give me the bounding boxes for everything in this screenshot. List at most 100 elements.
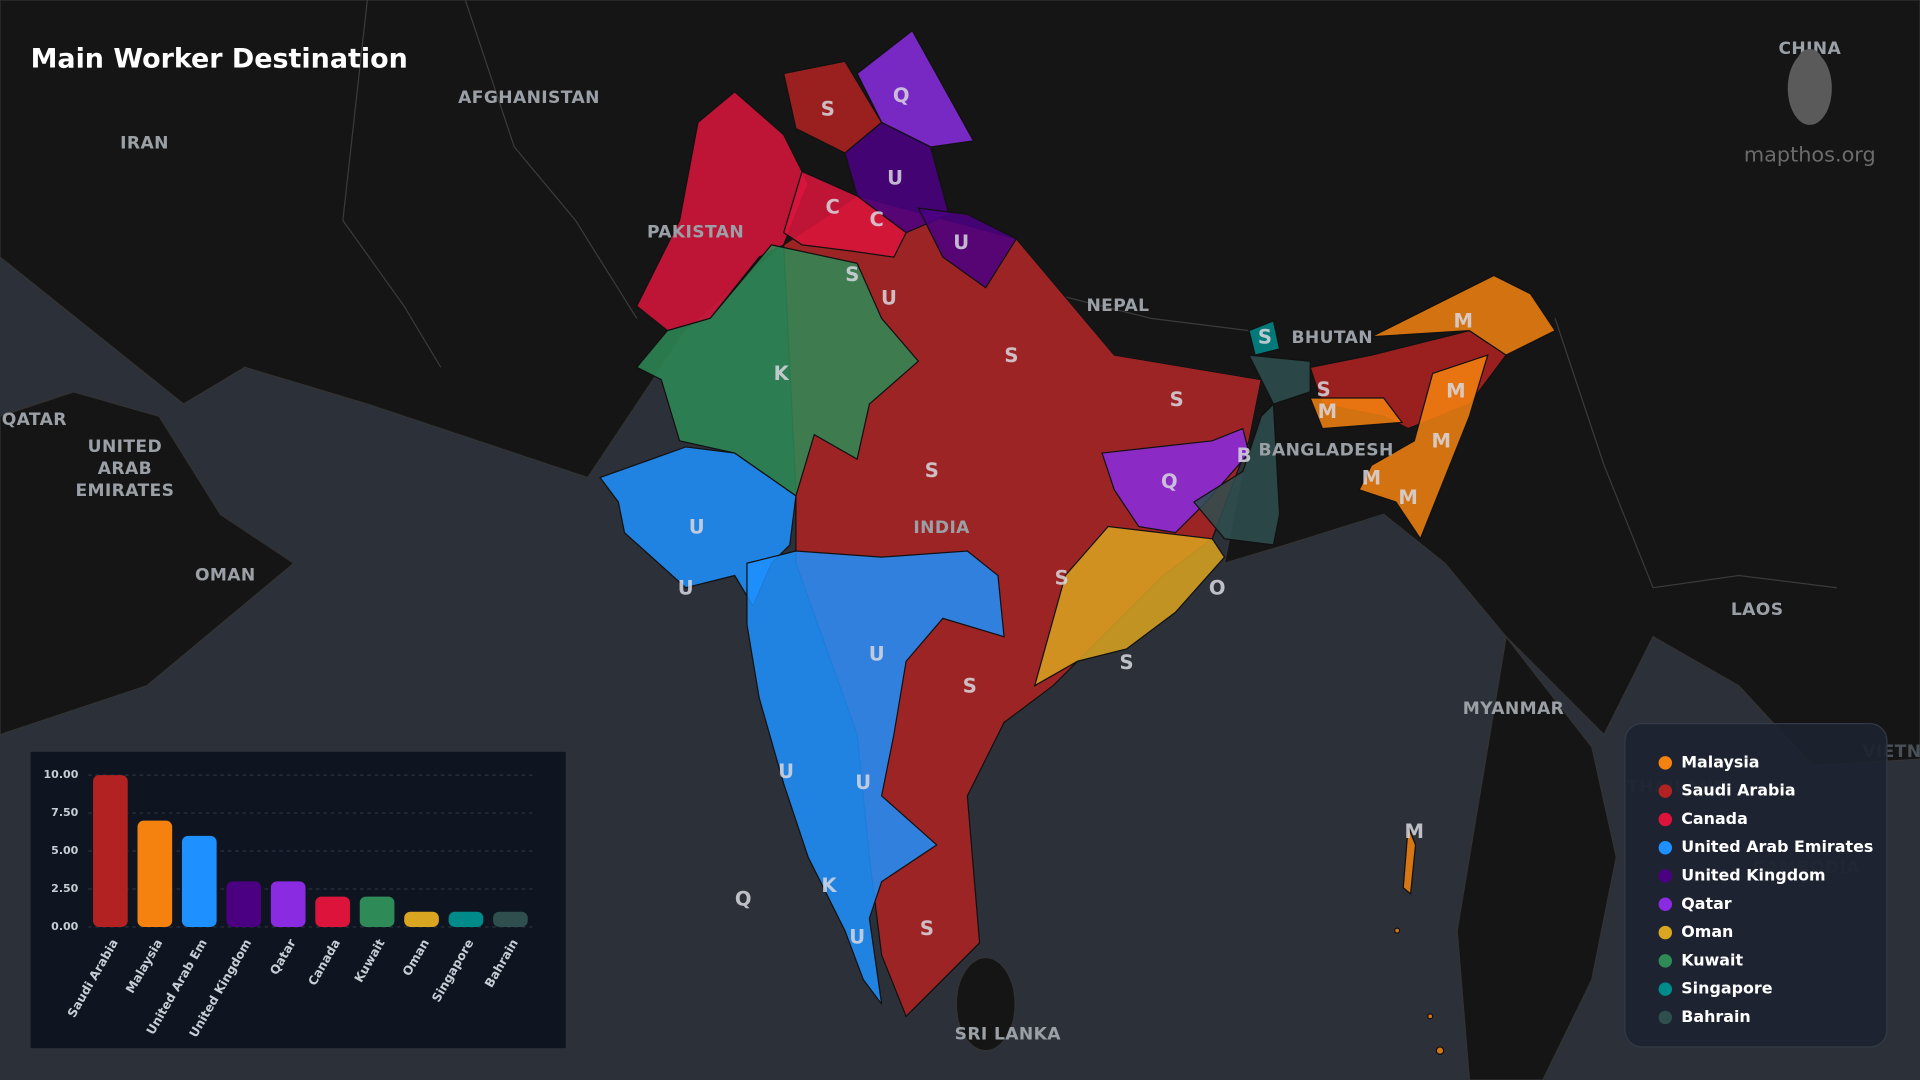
border bbox=[1052, 293, 1250, 332]
country-label: NEPAL bbox=[1086, 296, 1149, 316]
region-label: S bbox=[1170, 388, 1184, 411]
legend-label: Malaysia bbox=[1681, 752, 1759, 771]
border bbox=[464, 0, 638, 319]
region-label: U bbox=[678, 576, 694, 599]
region-label: U bbox=[869, 643, 885, 666]
legend-swatch bbox=[1658, 925, 1673, 940]
region bbox=[1247, 354, 1311, 405]
bar bbox=[137, 820, 173, 927]
y-tick-label: 5.00 bbox=[51, 844, 79, 857]
region bbox=[1427, 1013, 1434, 1020]
region-label: U bbox=[849, 925, 865, 948]
region bbox=[1394, 927, 1401, 934]
labels: AFGHANISTAN IRAN PAKISTAN NEPAL BHUTAN BANGLA… bbox=[2, 39, 1920, 1045]
legend-swatch bbox=[1658, 784, 1673, 798]
region-label: M bbox=[1398, 486, 1417, 509]
regions bbox=[599, 29, 1556, 1055]
y-tick-label: 10.00 bbox=[44, 768, 79, 781]
y-tick-label: 7.50 bbox=[51, 806, 79, 819]
legend-swatch bbox=[1658, 812, 1673, 827]
bar bbox=[93, 775, 128, 927]
country-label: AFGHANISTAN bbox=[458, 88, 600, 108]
legend bbox=[1624, 723, 1888, 1048]
region-label: Q bbox=[1161, 470, 1178, 493]
region-label: S bbox=[963, 674, 977, 697]
country-label: EMIRATES bbox=[75, 481, 174, 501]
legend-swatch bbox=[1658, 869, 1673, 883]
legend-label: United Arab Emirates bbox=[1681, 837, 1873, 856]
region-label: S bbox=[845, 263, 859, 286]
region-label: M bbox=[1454, 310, 1473, 333]
region-label: S bbox=[821, 98, 835, 121]
region-label: U bbox=[953, 231, 969, 254]
region-label: Q bbox=[735, 888, 752, 911]
region-label: U bbox=[881, 286, 897, 309]
legend-label: Qatar bbox=[1681, 894, 1732, 913]
region bbox=[1033, 525, 1226, 687]
region bbox=[1192, 402, 1281, 546]
region-label: S bbox=[1055, 567, 1069, 590]
region-label: U bbox=[855, 771, 871, 794]
region-label: Q bbox=[893, 84, 910, 107]
region-label: U bbox=[887, 166, 903, 189]
border bbox=[1554, 318, 1837, 589]
y-tick-label: 2.50 bbox=[51, 882, 79, 895]
legend-swatch bbox=[1658, 954, 1673, 968]
country-label: MYANMAR bbox=[1463, 699, 1564, 719]
region-label: K bbox=[821, 874, 837, 897]
region-label: M bbox=[1405, 820, 1424, 843]
region-label: C bbox=[825, 196, 839, 219]
title: Main Worker Destination bbox=[31, 44, 408, 75]
bar bbox=[315, 896, 350, 927]
region-label: M bbox=[1446, 379, 1465, 402]
region-label: S bbox=[1258, 325, 1272, 348]
legend-label: Saudi Arabia bbox=[1681, 781, 1795, 800]
y-tick-label: 0.00 bbox=[51, 920, 79, 933]
legend-label: Oman bbox=[1681, 922, 1733, 941]
region-label: S bbox=[1317, 378, 1331, 401]
region bbox=[1309, 397, 1404, 430]
logo bbox=[1787, 48, 1832, 125]
border bbox=[342, 0, 442, 368]
site: mapthos.org bbox=[1744, 143, 1876, 167]
region-label: S bbox=[1004, 344, 1018, 367]
bar bbox=[359, 896, 395, 927]
region-label: M bbox=[1318, 400, 1337, 423]
region bbox=[1358, 354, 1489, 541]
country-label: BHUTAN bbox=[1292, 328, 1373, 348]
bar bbox=[404, 911, 439, 927]
region bbox=[1402, 826, 1417, 896]
country-label: BANGLADESH bbox=[1259, 441, 1394, 461]
region-label: S bbox=[925, 459, 939, 482]
region bbox=[1371, 274, 1556, 356]
bar bbox=[270, 881, 306, 927]
region bbox=[917, 207, 1018, 289]
region-label: U bbox=[689, 515, 705, 538]
legend-label: Bahrain bbox=[1681, 1007, 1751, 1026]
legend-swatch bbox=[1658, 840, 1673, 855]
region-label: B bbox=[1237, 444, 1252, 467]
region bbox=[1248, 319, 1281, 356]
land bbox=[0, 0, 1920, 766]
bar bbox=[226, 881, 262, 927]
legend-label: Singapore bbox=[1681, 979, 1773, 998]
country-label: INDIA bbox=[913, 518, 970, 538]
country-label: QATAR bbox=[2, 410, 67, 430]
sri-lanka bbox=[955, 956, 1016, 1052]
legend-swatch bbox=[1658, 982, 1673, 996]
legend-label: Canada bbox=[1681, 809, 1748, 828]
region-label: C bbox=[870, 208, 884, 231]
region bbox=[1435, 1046, 1445, 1055]
country-label: SRI LANKA bbox=[955, 1025, 1062, 1045]
region bbox=[782, 170, 907, 258]
country-label: OMAN bbox=[195, 566, 256, 586]
country-label: UNITED bbox=[88, 437, 162, 457]
region bbox=[746, 550, 1005, 1005]
country-label: LAOS bbox=[1731, 600, 1784, 620]
region-label: K bbox=[774, 362, 790, 385]
country-label: PAKISTAN bbox=[647, 223, 744, 243]
region-label: O bbox=[1209, 576, 1226, 599]
